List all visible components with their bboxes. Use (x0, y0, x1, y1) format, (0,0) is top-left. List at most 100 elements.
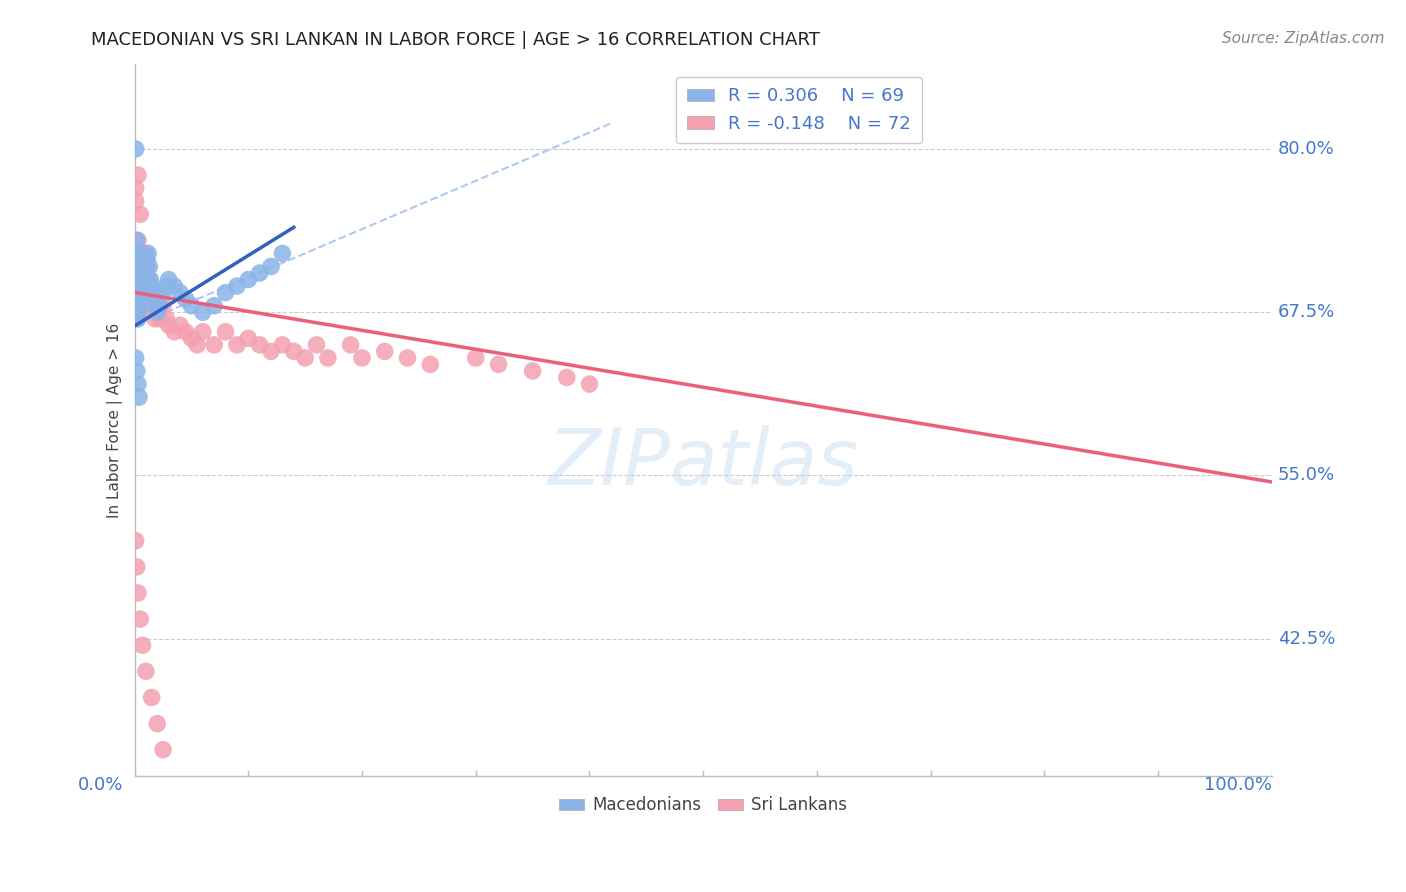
Point (129, 266, 152, 280)
Point (419, 358, 441, 372)
Point (125, 311, 148, 326)
Point (157, 318, 180, 333)
Point (128, 272, 150, 286)
Point (249, 338, 271, 352)
Text: 80.0%: 80.0% (1278, 140, 1334, 158)
Point (148, 311, 170, 326)
Point (124, 142, 146, 156)
Point (174, 325, 197, 339)
Point (131, 260, 153, 274)
Point (139, 272, 162, 286)
Point (127, 377, 149, 392)
Point (125, 299, 148, 313)
Point (125, 560, 148, 574)
Point (522, 364, 544, 378)
Point (142, 285, 165, 300)
Point (578, 377, 600, 392)
Point (124, 272, 146, 286)
Point (129, 292, 152, 306)
Point (146, 716, 169, 731)
Point (155, 279, 177, 293)
Point (163, 325, 186, 339)
Point (124, 181, 146, 195)
Point (305, 338, 328, 352)
Point (134, 260, 156, 274)
Text: 100.0%: 100.0% (1204, 776, 1272, 794)
Point (152, 299, 174, 313)
Point (214, 285, 236, 300)
Point (124, 246, 146, 260)
Point (350, 351, 373, 365)
Point (132, 260, 155, 274)
Point (125, 233, 148, 247)
Point (124, 285, 146, 300)
Point (127, 272, 149, 286)
Text: 55.0%: 55.0% (1278, 467, 1334, 484)
Point (157, 272, 180, 286)
Point (191, 305, 214, 319)
Point (131, 285, 153, 300)
Point (132, 272, 155, 286)
Point (143, 311, 166, 326)
Point (131, 279, 153, 293)
Point (132, 246, 155, 260)
Point (180, 299, 202, 313)
Point (214, 325, 236, 339)
Point (186, 338, 208, 352)
Point (163, 279, 186, 293)
Point (127, 311, 149, 326)
Point (124, 194, 146, 209)
Point (134, 252, 156, 267)
Point (128, 260, 150, 274)
Point (174, 292, 197, 306)
Text: 42.5%: 42.5% (1278, 630, 1336, 648)
Point (169, 318, 191, 333)
Point (129, 612, 152, 626)
Point (131, 246, 153, 260)
Point (180, 331, 202, 345)
Point (142, 305, 165, 319)
Point (127, 292, 149, 306)
Point (128, 246, 150, 260)
Point (141, 299, 163, 313)
Text: MACEDONIAN VS SRI LANKAN IN LABOR FORCE | AGE > 16 CORRELATION CHART: MACEDONIAN VS SRI LANKAN IN LABOR FORCE … (91, 31, 820, 49)
Point (129, 272, 152, 286)
Point (339, 338, 361, 352)
Point (128, 299, 150, 313)
Point (127, 279, 149, 293)
Point (129, 246, 152, 260)
Point (127, 272, 149, 286)
Text: 0.0%: 0.0% (77, 776, 124, 794)
Point (125, 285, 148, 300)
Point (128, 285, 150, 300)
Point (128, 390, 150, 404)
Text: Source: ZipAtlas.com: Source: ZipAtlas.com (1222, 31, 1385, 46)
Point (135, 272, 157, 286)
Point (127, 586, 149, 600)
Legend: Macedonians, Sri Lankans: Macedonians, Sri Lankans (553, 789, 853, 821)
Point (135, 246, 157, 260)
Point (128, 260, 150, 274)
Point (249, 266, 271, 280)
Point (146, 305, 169, 319)
Point (124, 260, 146, 274)
Y-axis label: In Labor Force | Age > 16: In Labor Force | Age > 16 (107, 322, 124, 517)
Point (225, 279, 247, 293)
Point (129, 252, 152, 267)
Point (124, 299, 146, 313)
Point (138, 285, 160, 300)
Point (135, 260, 157, 274)
Point (283, 344, 305, 359)
Point (464, 351, 486, 365)
Point (148, 299, 170, 313)
Point (131, 272, 153, 286)
Point (152, 742, 174, 756)
Point (127, 285, 149, 300)
Point (139, 299, 162, 313)
Point (127, 305, 149, 319)
Point (225, 338, 247, 352)
Point (141, 690, 163, 705)
Point (125, 246, 148, 260)
Point (125, 364, 148, 378)
Point (271, 338, 294, 352)
